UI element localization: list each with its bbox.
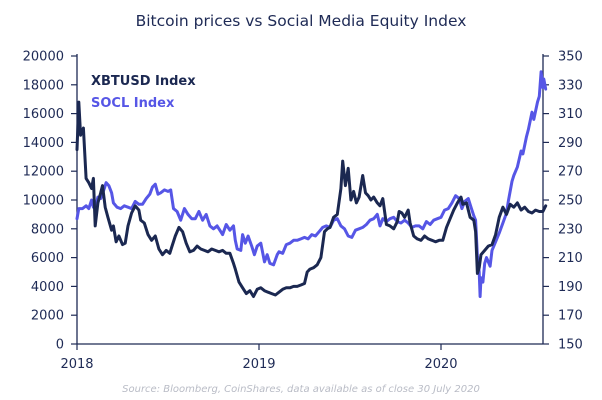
right-tick-label: 310 [558, 107, 583, 122]
left-tick-label: 8000 [31, 222, 64, 237]
legend-socl: SOCL Index [91, 96, 175, 111]
chart-title: Bitcoin prices vs Social Media Equity In… [136, 12, 467, 30]
right-tick-label: 190 [558, 280, 583, 295]
right-tick-label: 330 [558, 78, 583, 93]
left-tick-label: 12000 [23, 165, 64, 180]
right-tick-label: 350 [558, 50, 583, 65]
series-layer [75, 70, 548, 298]
source-note: Source: Bloomberg, CoinShares, data avai… [122, 384, 480, 395]
right-tick-label: 170 [558, 309, 583, 324]
left-tick-label: 10000 [23, 194, 64, 209]
right-tick-label: 250 [558, 194, 583, 209]
left-tick-label: 0 [56, 338, 64, 353]
right-tick-label: 270 [558, 165, 583, 180]
left-tick-label: 18000 [23, 78, 64, 93]
x-tick-label: 2018 [60, 357, 93, 372]
right-tick-label: 210 [558, 251, 583, 266]
right-tick-label: 150 [558, 338, 583, 353]
left-tick-label: 6000 [31, 251, 64, 266]
series-line-socl [75, 70, 548, 298]
left-tick-label: 14000 [23, 136, 64, 151]
left-tick-label: 2000 [31, 309, 64, 324]
x-tick-label: 2020 [424, 357, 457, 372]
left-tick-label: 16000 [23, 107, 64, 122]
right-tick-label: 290 [558, 136, 583, 151]
right-tick-label: 230 [558, 222, 583, 237]
left-tick-label: 20000 [23, 50, 64, 65]
left-tick-label: 4000 [31, 280, 64, 295]
legend-xbtusd: XBTUSD Index [91, 74, 196, 89]
axes: 0 2000 4000 6000 8000 10000 12000 14000 16000 180… [23, 50, 583, 373]
series-line-xbtusd [75, 100, 548, 298]
x-tick-label: 2019 [242, 357, 275, 372]
